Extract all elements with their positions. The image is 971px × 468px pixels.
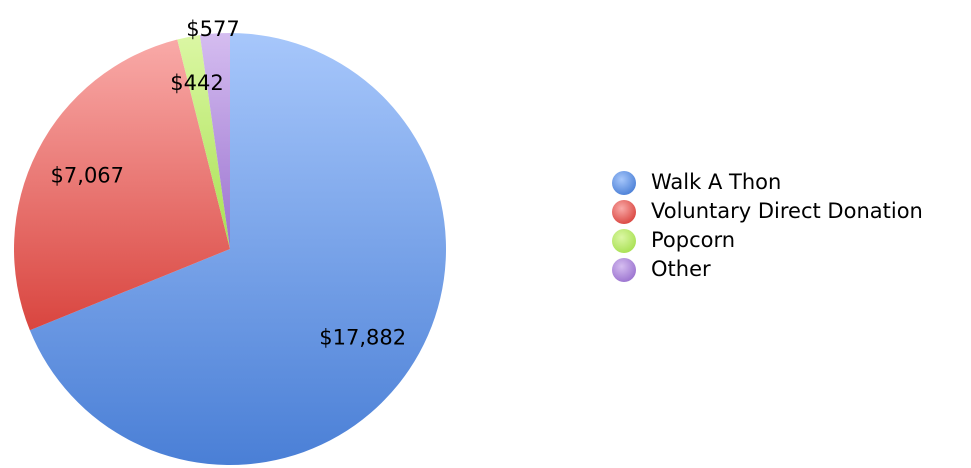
legend-marker-popcorn — [612, 229, 636, 253]
pie-slices — [14, 33, 447, 465]
pie-slice-popcorn — [177, 35, 230, 249]
pie-slice-voluntary-direct-donation — [14, 39, 231, 331]
legend-marker-voluntary-direct-donation — [612, 200, 636, 224]
legend-label-voluntary-direct-donation: Voluntary Direct Donation — [651, 199, 923, 223]
data-label-popcorn: $442 — [170, 71, 223, 95]
legend-label-popcorn: Popcorn — [651, 228, 735, 252]
pie-slice-other — [199, 33, 230, 249]
data-label-walk-a-thon: $17,882 — [319, 325, 406, 349]
data-label-other: $577 — [186, 17, 239, 41]
legend: Walk A Thon Voluntary Direct Donation Popc… — [612, 170, 923, 282]
legend-marker-walk-a-thon — [612, 171, 636, 195]
data-label-voluntary-direct-donation: $7,067 — [51, 164, 124, 188]
pie-slice-walk-a-thon — [29, 33, 447, 465]
pie-data-labels: $17,882 $7,067 $442 $577 — [51, 17, 407, 349]
legend-label-walk-a-thon: Walk A Thon — [651, 170, 781, 194]
legend-label-other: Other — [651, 257, 711, 281]
legend-marker-other — [612, 258, 636, 282]
